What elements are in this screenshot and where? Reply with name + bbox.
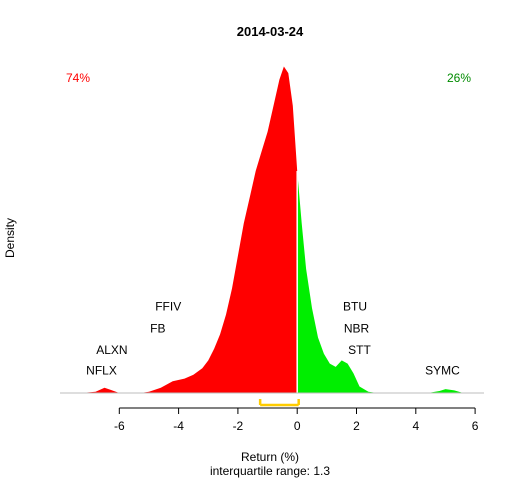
ticker-annotations: NFLX ALXN FB FFIV BTU NBR STT SYMC [86, 300, 460, 378]
ticker-label-fb: FB [150, 321, 165, 335]
ticker-label-alxn: ALXN [96, 343, 127, 357]
x-tick-label: -6 [114, 419, 125, 433]
y-axis-label: Density [3, 218, 17, 258]
x-tick-label: -2 [233, 419, 244, 433]
ticker-label-btu: BTU [343, 300, 367, 314]
x-tick-label: 6 [472, 419, 479, 433]
x-tick-label: 2 [353, 419, 360, 433]
ticker-label-nbr: NBR [344, 321, 370, 335]
negative-share-label: 74% [66, 71, 90, 85]
ticker-label-ffiv: FFIV [155, 300, 181, 314]
ticker-label-stt: STT [348, 343, 371, 357]
chart-title: 2014-03-24 [237, 24, 304, 39]
x-tick-label: 0 [294, 419, 301, 433]
positive-density-area [297, 171, 464, 393]
x-tick-label: 4 [412, 419, 419, 433]
x-axis-label: Return (%) [241, 450, 299, 464]
iqr-bracket [258, 399, 300, 407]
negative-density-area [80, 66, 298, 393]
ticker-label-nflx: NFLX [86, 364, 117, 378]
ticker-label-symc: SYMC [425, 364, 460, 378]
x-tick-label: -4 [173, 419, 184, 433]
density-areas [80, 66, 464, 393]
x-axis: -6 -4 -2 0 2 4 6 [114, 407, 479, 433]
positive-share-label: 26% [447, 71, 471, 85]
iqr-subtitle: interquartile range: 1.3 [210, 464, 330, 478]
